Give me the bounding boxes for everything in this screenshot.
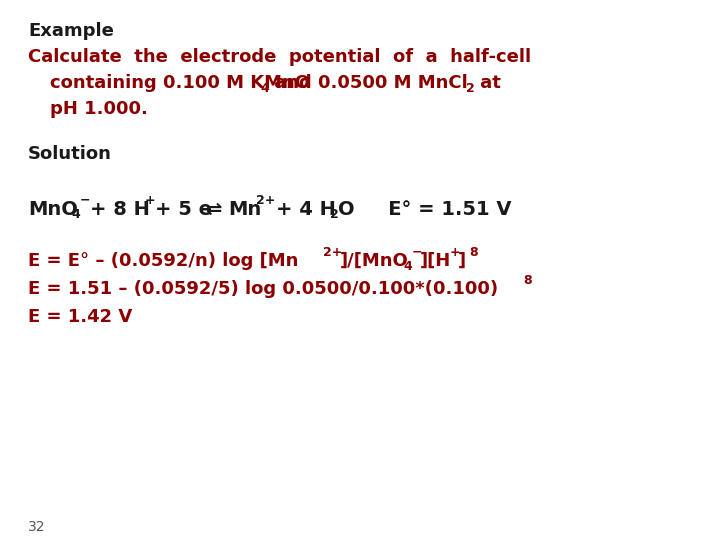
Text: and 0.0500 M MnCl: and 0.0500 M MnCl: [268, 74, 468, 92]
Text: ]/[MnO: ]/[MnO: [340, 252, 409, 270]
Text: 2: 2: [466, 82, 474, 95]
Text: + 4 H: + 4 H: [276, 200, 336, 219]
Text: Solution: Solution: [28, 145, 112, 163]
Text: 2+: 2+: [256, 194, 275, 207]
Text: E = 1.42 V: E = 1.42 V: [28, 308, 132, 326]
Text: containing 0.100 M KMnO: containing 0.100 M KMnO: [50, 74, 310, 92]
Text: E = 1.51 – (0.0592/5) log 0.0500/0.100*(0.100): E = 1.51 – (0.0592/5) log 0.0500/0.100*(…: [28, 280, 498, 298]
Text: 32: 32: [28, 520, 45, 534]
Text: 4: 4: [71, 208, 80, 221]
Text: +: +: [450, 246, 461, 259]
Text: 2: 2: [330, 208, 338, 221]
Text: +: +: [145, 194, 156, 207]
Text: Mn: Mn: [228, 200, 261, 219]
Text: 8: 8: [469, 246, 477, 259]
Text: O: O: [338, 200, 355, 219]
Text: −: −: [412, 246, 423, 259]
Text: 8: 8: [523, 274, 531, 287]
Text: −: −: [80, 194, 91, 207]
Text: E = E° – (0.0592/n) log [Mn: E = E° – (0.0592/n) log [Mn: [28, 252, 298, 270]
Text: + 5 e: + 5 e: [155, 200, 212, 219]
Text: 4: 4: [403, 260, 412, 273]
Text: Calculate  the  electrode  potential  of  a  half-cell: Calculate the electrode potential of a h…: [28, 48, 531, 66]
Text: E° = 1.51 V: E° = 1.51 V: [368, 200, 511, 219]
Text: ]: ]: [458, 252, 466, 270]
Text: at: at: [474, 74, 501, 92]
Text: MnO: MnO: [28, 200, 78, 219]
Text: ][H: ][H: [420, 252, 451, 270]
Text: Example: Example: [28, 22, 114, 40]
Text: pH 1.000.: pH 1.000.: [50, 100, 148, 118]
Text: ⇌: ⇌: [205, 200, 221, 219]
Text: 2+: 2+: [323, 246, 343, 259]
Text: + 8 H: + 8 H: [90, 200, 150, 219]
Text: 4: 4: [260, 82, 269, 95]
